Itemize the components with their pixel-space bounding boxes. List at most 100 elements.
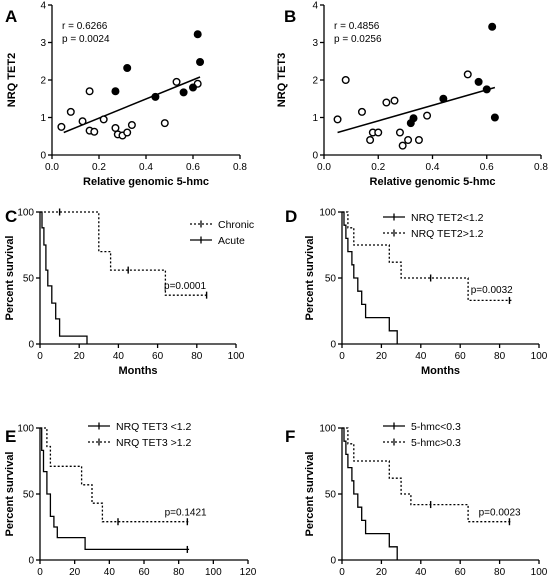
y-tick-label: 3 bbox=[40, 38, 46, 49]
x-tick-label: 40 bbox=[415, 567, 427, 578]
survival-curve-dotted bbox=[40, 211, 209, 296]
x-tick-label: 20 bbox=[74, 351, 86, 362]
filled-data-point bbox=[474, 77, 483, 86]
y-tick-label: 4 bbox=[40, 1, 46, 12]
y-tick-label: 3 bbox=[312, 38, 318, 49]
y-tick-label: 100 bbox=[319, 208, 336, 219]
p-value: p=0.0032 bbox=[471, 285, 513, 296]
panel-e: E020406080100120050100MonthsPercent surv… bbox=[4, 421, 257, 582]
open-data-point bbox=[390, 96, 399, 105]
panel-letter: E bbox=[5, 427, 16, 446]
survival-curve-solid bbox=[40, 427, 190, 551]
y-tick-label: 0 bbox=[28, 340, 34, 351]
legend-label: NRQ TET2<1.2 bbox=[411, 212, 484, 224]
x-tick-label: 0.0 bbox=[317, 162, 331, 173]
survival-curve-solid bbox=[40, 211, 88, 344]
x-tick-label: 0 bbox=[339, 567, 345, 578]
legend-label: NRQ TET3 <1.2 bbox=[116, 421, 192, 433]
x-tick-label: 120 bbox=[240, 567, 257, 578]
x-tick-label: 40 bbox=[104, 567, 116, 578]
y-tick-label: 0 bbox=[28, 556, 34, 567]
p-value: p=0.0001 bbox=[164, 281, 206, 292]
open-data-point bbox=[366, 135, 375, 144]
x-tick-label: 100 bbox=[531, 567, 548, 578]
legend-label: 5-hmc>0.3 bbox=[411, 437, 461, 449]
open-data-point bbox=[341, 75, 350, 84]
open-data-point bbox=[374, 128, 383, 137]
survival-curve-solid bbox=[342, 427, 398, 560]
panel-c: C 0 20 40 60 80 100 0 50 100 Months Percent surviva… bbox=[4, 207, 254, 377]
x-tick-label: 60 bbox=[455, 351, 467, 362]
open-data-point bbox=[127, 120, 136, 129]
open-data-point bbox=[333, 115, 342, 124]
filled-data-point bbox=[151, 92, 160, 101]
y-axis-title: Percent survival bbox=[4, 236, 16, 321]
p-value: p=0.0023 bbox=[479, 507, 521, 518]
x-tick-label: 80 bbox=[191, 351, 203, 362]
filled-data-point bbox=[409, 114, 418, 123]
open-data-point bbox=[395, 128, 404, 137]
x-tick-label: 80 bbox=[173, 567, 185, 578]
filled-data-point bbox=[111, 87, 120, 96]
y-tick-label: 50 bbox=[23, 490, 35, 501]
trendline bbox=[337, 86, 496, 134]
x-tick-label: 80 bbox=[494, 351, 506, 362]
x-axis-title: Relative genomic 5-hmc bbox=[83, 176, 209, 188]
panel-letter: A bbox=[5, 7, 17, 26]
open-data-point bbox=[85, 87, 94, 96]
p-value: p=0.1421 bbox=[165, 507, 207, 518]
panel-letter: C bbox=[5, 207, 17, 226]
r-value: r = 0.6266 bbox=[62, 21, 108, 32]
x-tick-label: 0.6 bbox=[186, 162, 200, 173]
legend-label: Chronic bbox=[218, 219, 254, 231]
x-tick-label: 0 bbox=[37, 567, 43, 578]
y-axis-title: NRQ TET2 bbox=[6, 53, 18, 107]
open-data-point bbox=[404, 135, 413, 144]
y-tick-label: 100 bbox=[17, 208, 34, 219]
open-data-point bbox=[99, 115, 108, 124]
open-data-point bbox=[111, 123, 120, 132]
open-data-point bbox=[398, 141, 407, 150]
filled-data-point bbox=[482, 85, 491, 94]
filled-data-point bbox=[488, 22, 497, 31]
filled-data-point bbox=[188, 83, 197, 92]
x-tick-label: 100 bbox=[205, 567, 222, 578]
panel-d: D 0 20 40 60 80 100 0 50 100 Months Percent surviva… bbox=[285, 207, 548, 377]
x-axis-title: Relative genomic 5-hmc bbox=[370, 176, 496, 188]
x-tick-label: 40 bbox=[415, 351, 427, 362]
trendline bbox=[63, 76, 201, 134]
y-tick-label: 1 bbox=[312, 113, 318, 124]
open-data-point bbox=[357, 107, 366, 116]
survival-curve-dotted bbox=[342, 427, 512, 523]
y-tick-label: 0 bbox=[40, 151, 46, 162]
panel-letter: D bbox=[285, 207, 297, 226]
y-axis-title: Percent survival bbox=[304, 452, 316, 537]
x-tick-label: 60 bbox=[152, 351, 164, 362]
y-tick-label: 50 bbox=[325, 490, 337, 501]
open-data-point bbox=[423, 111, 432, 120]
panel-letter: B bbox=[284, 7, 296, 26]
panel-a: A 0.0 0.2 0.4 0.6 0.8 0 1 2 3 4 Relative genomic 5-… bbox=[5, 1, 247, 189]
panels: A 0.0 0.2 0.4 0.6 0.8 0 1 2 3 4 Relative genomic 5-… bbox=[4, 1, 548, 582]
y-tick-label: 50 bbox=[23, 274, 35, 285]
survival-curve-dotted bbox=[342, 211, 512, 302]
open-data-point bbox=[382, 98, 391, 107]
y-axis-title: NRQ TET3 bbox=[276, 53, 288, 107]
x-tick-label: 0.2 bbox=[92, 162, 106, 173]
open-data-point bbox=[463, 70, 472, 79]
y-axis-title: Percent survival bbox=[4, 452, 16, 537]
x-tick-label: 0 bbox=[37, 351, 43, 362]
y-tick-label: 4 bbox=[312, 1, 318, 12]
open-data-point bbox=[414, 135, 423, 144]
p-value: p = 0.0256 bbox=[334, 34, 382, 45]
open-data-point bbox=[66, 107, 75, 116]
x-tick-label: 80 bbox=[494, 567, 506, 578]
y-tick-label: 100 bbox=[319, 424, 336, 435]
x-tick-label: 0.0 bbox=[45, 162, 59, 173]
y-tick-label: 1 bbox=[40, 113, 46, 124]
open-data-point bbox=[90, 127, 99, 136]
y-tick-label: 0 bbox=[312, 151, 318, 162]
x-tick-label: 0 bbox=[339, 351, 345, 362]
p-value: p = 0.0024 bbox=[62, 34, 110, 45]
